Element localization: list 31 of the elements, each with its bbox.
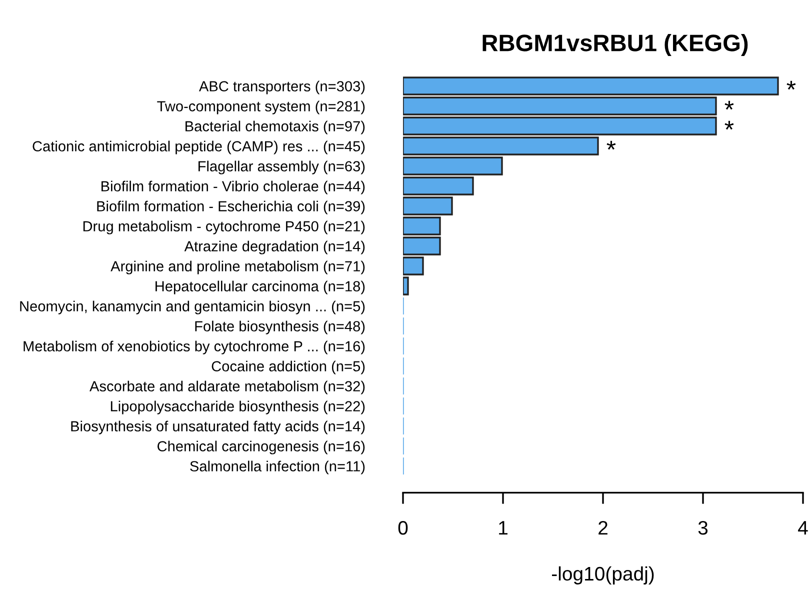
y-tick-label: Metabolism of xenobiotics by cytochrome P ... (n=16) bbox=[24, 340, 365, 354]
y-tick-label: Cationic antimicrobial peptide (CAMP) res ... (n=45) bbox=[32, 140, 365, 154]
chart-title: RBGM1vsRBU1 (KEGG) bbox=[482, 34, 748, 56]
y-tick-label: Atrazine degradation (n=14) bbox=[184, 240, 365, 254]
y-tick-label: Lipopolysaccharide biosynthesis (n=22) bbox=[110, 400, 365, 414]
x-tick-label: 0 bbox=[398, 520, 408, 535]
y-tick-label: Flagellar assembly (n=63) bbox=[198, 160, 365, 174]
annotation: * bbox=[724, 120, 734, 130]
annotation: * bbox=[724, 100, 734, 110]
y-tick-label: Neomycin, kanamycin and gentamicin biosyn ... (n=5) bbox=[20, 300, 365, 314]
y-tick-label: Two-component system (n=281) bbox=[157, 100, 365, 114]
x-tick-label: 3 bbox=[698, 520, 708, 535]
y-tick-label: Hepatocellular carcinoma (n=18) bbox=[156, 280, 365, 294]
x-tick-label: 2 bbox=[598, 520, 608, 535]
y-tick-label: Folate biosynthesis (n=48) bbox=[195, 320, 365, 334]
y-tick-label: Drug metabolism - cytochrome P450 (n=21) bbox=[83, 220, 365, 234]
x-axis-title: -log10(padj) bbox=[552, 566, 654, 584]
x-tick-label: 1 bbox=[499, 521, 508, 535]
y-tick-label: Biofilm formation - Vibrio cholerae (n=44) bbox=[102, 180, 365, 194]
y-tick-label: Ascorbate and aldarate metabolism (n=32) bbox=[90, 380, 365, 394]
y-tick-label: Chemical carcinogenesis (n=16) bbox=[158, 440, 365, 454]
y-tick-label: Arginine and proline metabolism (n=71) bbox=[110, 260, 365, 274]
y-tick-label: Biofilm formation - Escherichia coli (n=39) bbox=[97, 200, 365, 214]
y-tick-label: Salmonella infection (n=11) bbox=[190, 460, 365, 474]
y-tick-label: ABC transporters (n=303) bbox=[198, 80, 365, 94]
y-tick-label: Biosynthesis of unsaturated fatty acids (n=14) bbox=[71, 420, 365, 434]
y-tick-label: Cocaine addiction (n=5) bbox=[212, 360, 365, 374]
x-tick-label: 4 bbox=[798, 521, 808, 535]
y-tick-label: Bacterial chemotaxis (n=97) bbox=[186, 120, 365, 134]
annotation: * bbox=[606, 140, 616, 150]
annotation: * bbox=[786, 80, 796, 90]
